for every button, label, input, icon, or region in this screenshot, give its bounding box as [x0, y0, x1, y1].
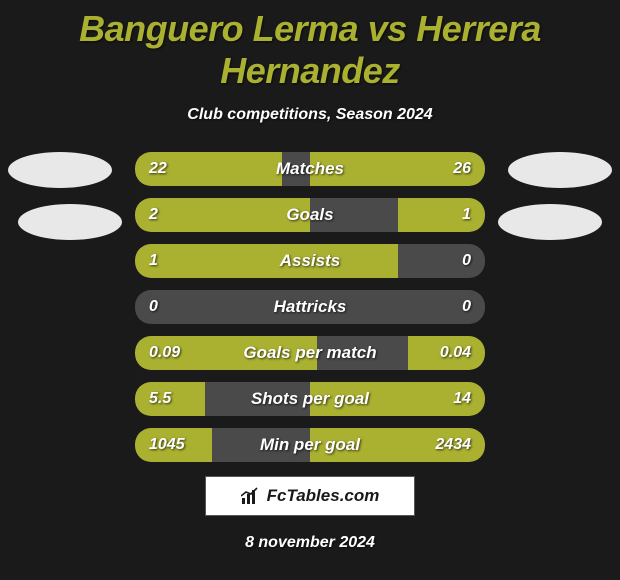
stat-row: 5.514Shots per goal [135, 382, 485, 416]
stat-value-right: 0.04 [440, 336, 471, 370]
stat-value-left: 1045 [149, 428, 185, 462]
stat-row: 0.090.04Goals per match [135, 336, 485, 370]
stat-value-right: 0 [462, 244, 471, 278]
stat-row: 10452434Min per goal [135, 428, 485, 462]
stat-value-left: 1 [149, 244, 158, 278]
stat-value-right: 0 [462, 290, 471, 324]
player-left-avatar-1 [8, 152, 112, 188]
subtitle: Club competitions, Season 2024 [0, 106, 620, 124]
player-left-avatar-2 [18, 204, 122, 240]
stat-value-right: 2434 [435, 428, 471, 462]
page-title: Banguero Lerma vs Herrera Hernandez [0, 0, 620, 92]
brand-text: FcTables.com [267, 486, 380, 506]
comparison-chart: 2226Matches21Goals10Assists00Hattricks0.… [0, 152, 620, 462]
chart-icon [241, 487, 261, 505]
stat-row: 0 0Hattricks [135, 290, 485, 324]
stat-value-left: 5.5 [149, 382, 171, 416]
bar-left-fill [135, 198, 310, 232]
player-right-avatar-2 [498, 204, 602, 240]
stat-value-left: 2 [149, 198, 158, 232]
stat-value-left: 0 [149, 290, 158, 324]
stat-value-right: 26 [453, 152, 471, 186]
stat-row: 2226Matches [135, 152, 485, 186]
stat-row: 10Assists [135, 244, 485, 278]
bar-left-fill [135, 244, 398, 278]
stat-value-right: 1 [462, 198, 471, 232]
bar-right-fill [398, 198, 486, 232]
stat-value-left: 0.09 [149, 336, 180, 370]
date-text: 8 november 2024 [0, 534, 620, 552]
stat-label: Hattricks [135, 290, 485, 324]
brand-box: FcTables.com [205, 476, 415, 516]
stat-value-left: 22 [149, 152, 167, 186]
stat-row: 21Goals [135, 198, 485, 232]
player-right-avatar-1 [508, 152, 612, 188]
stat-value-right: 14 [453, 382, 471, 416]
